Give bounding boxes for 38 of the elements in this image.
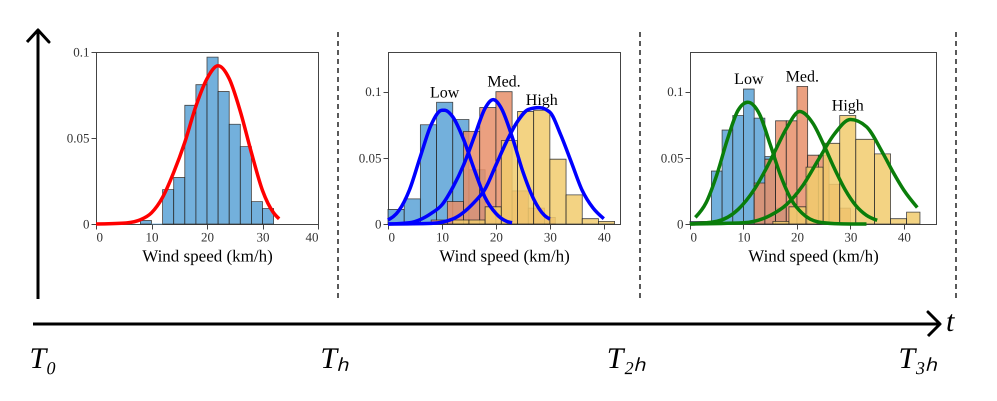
x-tick-label: 10 [146, 230, 158, 244]
y-tick-label: 0.1 [73, 44, 90, 60]
y-tick-label: 0.05 [660, 150, 684, 166]
x-axis-title: Wind speed (km/h) [142, 246, 273, 266]
x-tick-label: 30 [256, 230, 270, 244]
text: t [946, 305, 955, 338]
y-tick-label: 0.05 [358, 150, 382, 166]
x-tick-label: 30 [844, 230, 858, 244]
y-tick-label: 0.05 [66, 130, 90, 146]
text: Tₕ [320, 342, 350, 375]
x-axis-title: Wind speed (km/h) [748, 246, 879, 266]
x-tick-label: 40 [306, 230, 318, 244]
text: T₀ [29, 342, 57, 375]
x-tick-label: 40 [598, 230, 611, 244]
series-label: Low [430, 84, 460, 102]
y-tick-label: 0 [677, 216, 684, 232]
series-label: High [832, 98, 864, 115]
series-label: Low [734, 71, 764, 88]
x-tick-label: 0 [96, 230, 103, 244]
x-tick-label: 10 [737, 230, 750, 244]
x-tick-label: 0 [690, 230, 697, 244]
y-tick-label: 0.1 [667, 84, 684, 100]
x-tick-label: 40 [898, 230, 911, 244]
series-label: Med. [786, 68, 819, 86]
x-tick-label: 0 [388, 230, 395, 244]
x-tick-label: 10 [436, 230, 449, 244]
x-tick-label: 20 [490, 230, 503, 244]
y-tick-label: 0 [375, 216, 382, 232]
y-tick-label: 0.1 [365, 84, 382, 100]
x-tick-label: 20 [790, 230, 804, 244]
text: T₃ₕ [898, 342, 938, 375]
x-axis-title: Wind speed (km/h) [439, 246, 570, 266]
x-tick-label: 30 [544, 230, 557, 244]
series-label: High [526, 92, 558, 110]
text: T₂ₕ [606, 342, 646, 375]
x-tick-label: 20 [201, 230, 214, 244]
y-tick-label: 0 [83, 216, 90, 232]
series-label: Med. [487, 74, 521, 91]
